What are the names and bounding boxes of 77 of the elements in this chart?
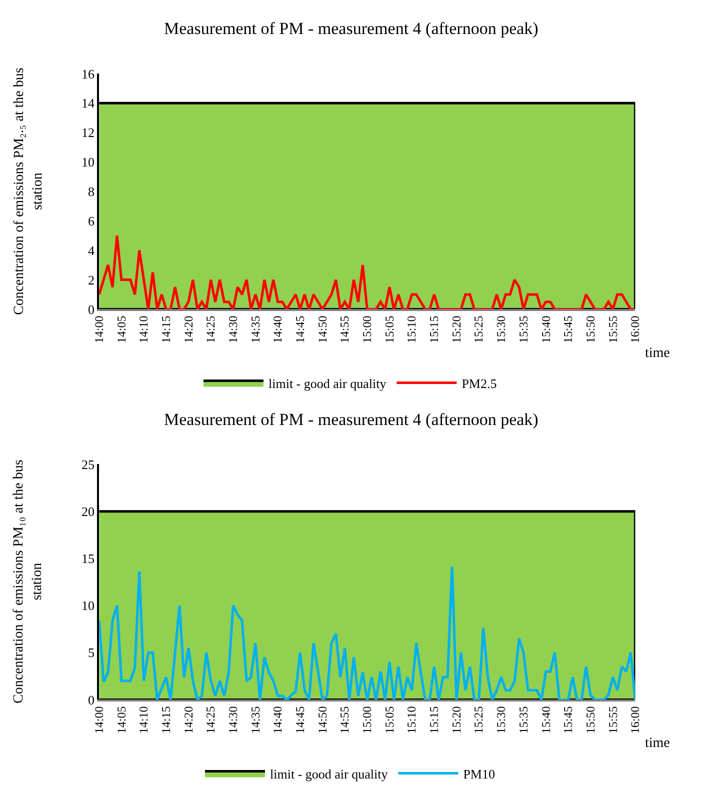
x-tick-label: 15:35 <box>516 316 530 344</box>
x-tick-label: 14:35 <box>248 316 262 344</box>
x-tick-label: 15:05 <box>382 706 396 734</box>
x-tick-label: 15:30 <box>494 706 508 734</box>
x-tick-label: 15:55 <box>606 316 620 344</box>
x-tick-label: 14:30 <box>226 316 240 344</box>
y-tick-label: 10 <box>82 154 95 170</box>
x-tick-label: 15:05 <box>382 316 396 344</box>
x-tick-label: 14:20 <box>181 706 196 734</box>
x-tick-label: 14:15 <box>159 316 174 344</box>
x-tick-label: 14:05 <box>114 706 128 734</box>
x-tick-label: 15:15 <box>427 316 442 344</box>
x-tick-label: 14:05 <box>114 316 128 344</box>
y-tick-label: 6 <box>88 213 96 228</box>
x-tick-label: 14:10 <box>136 706 151 734</box>
x-tick-label: 15:20 <box>449 316 464 344</box>
x-tick-label: 15:10 <box>404 316 419 344</box>
line-series <box>99 234 636 310</box>
x-tick-label: 14:25 <box>204 316 218 344</box>
y-tick-label: 16 <box>82 66 96 82</box>
x-tick-label: 14:45 <box>293 706 308 734</box>
x-tick-label: 14:10 <box>136 316 151 344</box>
x-tick-label: 15:10 <box>404 706 419 734</box>
x-tick-label: 15:50 <box>583 316 598 344</box>
x-tick-label: 15:00 <box>360 316 374 344</box>
y-tick-label: 0 <box>88 692 95 708</box>
y-tick-label: 14 <box>82 96 96 111</box>
y-tick-label: 0 <box>88 302 95 317</box>
x-tick-label: 15:45 <box>561 706 576 734</box>
x-tick-label: 14:35 <box>248 706 262 734</box>
y-tick-label: 8 <box>88 184 95 200</box>
line-series <box>99 566 636 700</box>
legend-label: PM2.5 <box>462 376 497 391</box>
x-tick-label: 14:30 <box>226 706 240 734</box>
x-tick-label: 15:45 <box>561 316 576 344</box>
chart-title: Measurement of PM - measurement 4 (afternoon peak) <box>164 19 538 38</box>
x-tick-label: 15:25 <box>472 706 486 734</box>
x-axis-title: time <box>645 346 670 361</box>
legend-label: PM10 <box>463 766 495 782</box>
x-tick-label: 14:55 <box>338 316 352 344</box>
x-tick-label: 15:25 <box>472 316 486 344</box>
x-tick-label: 15:00 <box>360 706 374 734</box>
legend-label: limit - good air quality <box>270 766 388 782</box>
x-tick-label: 14:20 <box>181 316 196 344</box>
x-tick-label: 14:40 <box>270 316 285 344</box>
x-tick-label: 15:30 <box>494 316 508 344</box>
x-axis-title: time <box>645 736 670 751</box>
x-tick-label: 14:00 <box>92 706 106 734</box>
y-tick-label: 5 <box>88 645 95 660</box>
x-tick-label: 15:35 <box>516 706 530 734</box>
y-tick-label: 25 <box>82 456 95 472</box>
y-tick-label: 2 <box>88 272 95 288</box>
y-axis-title: Concentration of emissions PM₂.₅ at the bus station <box>12 68 46 316</box>
y-tick-label: 10 <box>82 598 95 614</box>
x-tick-label: 14:40 <box>270 706 285 734</box>
x-tick-label: 14:45 <box>293 316 308 344</box>
x-tick-label: 15:40 <box>538 316 553 344</box>
y-tick-label: 12 <box>82 125 95 140</box>
x-tick-label: 15:55 <box>606 706 620 734</box>
x-tick-label: 14:00 <box>92 316 106 344</box>
x-tick-label: 16:00 <box>628 316 642 344</box>
x-tick-label: 15:20 <box>449 706 464 734</box>
legend-label: limit - good air quality <box>268 376 387 391</box>
y-axis-title: Concentration of emissions PM₁₀ at the bus station <box>12 460 45 704</box>
x-tick-label: 15:15 <box>427 706 442 734</box>
y-tick-label: 15 <box>82 550 95 566</box>
x-tick-label: 15:40 <box>538 706 553 734</box>
x-tick-label: 14:15 <box>159 706 174 734</box>
x-tick-label: 14:50 <box>315 316 330 344</box>
y-tick-label: 20 <box>82 504 95 519</box>
x-tick-label: 14:55 <box>338 706 352 734</box>
x-tick-label: 16:00 <box>628 706 642 734</box>
chart-title: Measurement of PM - measurement 4 (afternoon peak) <box>164 410 538 429</box>
y-tick-label: 4 <box>88 242 96 258</box>
x-tick-label: 14:50 <box>315 706 330 734</box>
x-tick-label: 15:50 <box>583 706 598 734</box>
x-tick-label: 14:25 <box>204 706 218 734</box>
